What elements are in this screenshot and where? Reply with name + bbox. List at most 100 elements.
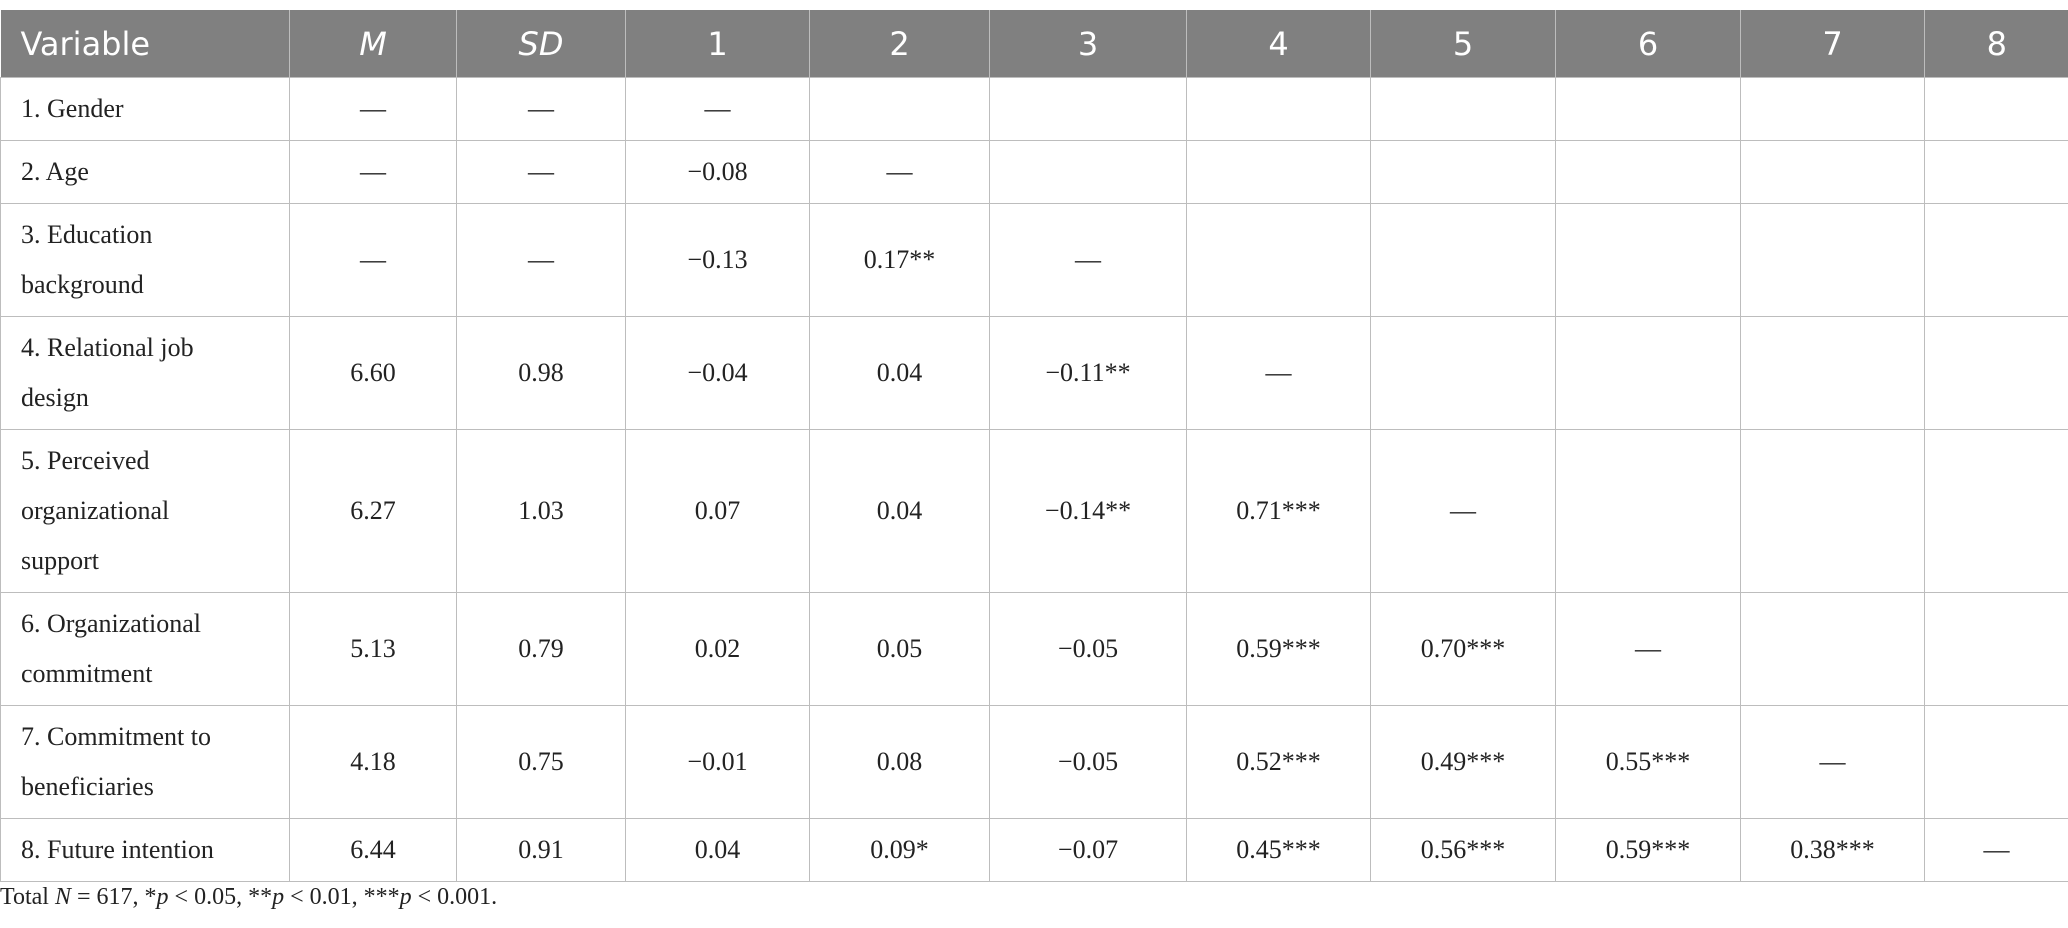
value-cell: —	[289, 203, 457, 317]
value-cell: 0.75	[456, 705, 626, 819]
value-cell: —	[456, 77, 626, 141]
value-cell	[1186, 140, 1371, 204]
value-cell: 0.52***	[1186, 705, 1371, 819]
table-row: 4. Relational job design 6.60 0.98 −0.04 0.0…	[0, 316, 2068, 430]
value-cell: —	[289, 140, 457, 204]
value-cell	[989, 77, 1187, 141]
variable-cell: 8. Future intention	[0, 818, 290, 882]
value-cell	[1924, 203, 2068, 317]
variable-cell: 5. Perceived organizational support	[0, 429, 290, 593]
value-cell	[1740, 77, 1925, 141]
value-cell	[1924, 77, 2068, 141]
variable-cell: 4. Relational job design	[0, 316, 290, 430]
value-cell	[1555, 316, 1741, 430]
header-cell: 2	[809, 10, 990, 78]
value-cell: 0.70***	[1370, 592, 1556, 706]
value-cell: —	[989, 203, 1187, 317]
value-cell: −0.01	[625, 705, 810, 819]
header-cell: M	[289, 10, 457, 78]
correlation-table: Variable M SD 1 2 3 4 5 6 7 8 1. Gender — — —2. Age — —…	[0, 10, 2068, 882]
footnote-text: < 0.01, ***	[284, 884, 400, 910]
variable-cell: 3. Education background	[0, 203, 290, 317]
value-cell: 4.18	[289, 705, 457, 819]
value-cell	[809, 77, 990, 141]
value-cell: 0.79	[456, 592, 626, 706]
value-cell: 0.98	[456, 316, 626, 430]
table-row: 8. Future intention 6.44 0.91 0.04 0.09* −0.0…	[0, 818, 2068, 882]
value-cell: −0.07	[989, 818, 1187, 882]
value-cell: 0.45***	[1186, 818, 1371, 882]
value-cell: 0.09*	[809, 818, 990, 882]
value-cell: 0.04	[809, 316, 990, 430]
value-cell: 0.08	[809, 705, 990, 819]
value-cell: 0.49***	[1370, 705, 1556, 819]
variable-cell: 6. Organizational commitment	[0, 592, 290, 706]
value-cell: 0.59***	[1555, 818, 1741, 882]
value-cell: —	[1186, 316, 1371, 430]
value-cell: −0.08	[625, 140, 810, 204]
value-cell: 0.02	[625, 592, 810, 706]
value-cell	[1555, 77, 1741, 141]
header-cell: 7	[1740, 10, 1925, 78]
header-cell: 8	[1924, 10, 2068, 78]
value-cell	[1555, 203, 1741, 317]
table-row: 3. Education background — — −0.13 0.17** —	[0, 203, 2068, 317]
header-cell: 3	[989, 10, 1187, 78]
value-cell: 0.17**	[809, 203, 990, 317]
value-cell: —	[456, 203, 626, 317]
table-row: 7. Commitment to beneficiaries 4.18 0.75 −0…	[0, 705, 2068, 819]
value-cell	[1186, 77, 1371, 141]
header-cell: 4	[1186, 10, 1371, 78]
value-cell: —	[456, 140, 626, 204]
value-cell	[1924, 429, 2068, 593]
value-cell: −0.13	[625, 203, 810, 317]
value-cell: 0.04	[625, 818, 810, 882]
header-row: Variable M SD 1 2 3 4 5 6 7 8	[0, 10, 2068, 78]
table-row: 6. Organizational commitment 5.13 0.79 0.02…	[0, 592, 2068, 706]
value-cell: —	[625, 77, 810, 141]
value-cell: 6.44	[289, 818, 457, 882]
value-cell: —	[1555, 592, 1741, 706]
value-cell: −0.05	[989, 592, 1187, 706]
value-cell	[1370, 140, 1556, 204]
value-cell: 0.91	[456, 818, 626, 882]
footnote-text: p	[399, 884, 412, 910]
table-body: 1. Gender — — —2. Age — — −0.08—3. Education b…	[0, 77, 2068, 882]
value-cell	[1924, 140, 2068, 204]
value-cell: 0.59***	[1186, 592, 1371, 706]
value-cell	[1740, 203, 1925, 317]
value-cell: 0.38***	[1740, 818, 1925, 882]
header-cell: 6	[1555, 10, 1741, 78]
table-row: 5. Perceived organizational support 6.27 1…	[0, 429, 2068, 593]
footnote-text: Total	[0, 884, 55, 910]
value-cell	[1740, 429, 1925, 593]
value-cell	[1740, 316, 1925, 430]
value-cell	[1924, 705, 2068, 819]
value-cell: 0.07	[625, 429, 810, 593]
value-cell	[1924, 316, 2068, 430]
value-cell	[1740, 592, 1925, 706]
header-cell: SD	[456, 10, 626, 78]
value-cell: 6.60	[289, 316, 457, 430]
footnote: Total N = 617, *p < 0.05, **p < 0.01, **…	[0, 884, 497, 911]
footnote-text: p	[156, 884, 169, 910]
value-cell	[1370, 316, 1556, 430]
footnote-text: = 617, *	[71, 884, 157, 910]
table-row: 1. Gender — — —	[0, 77, 2068, 141]
value-cell: −0.04	[625, 316, 810, 430]
value-cell: —	[1924, 818, 2068, 882]
value-cell: 0.04	[809, 429, 990, 593]
value-cell: −0.05	[989, 705, 1187, 819]
header-cell: Variable	[0, 10, 290, 78]
value-cell	[1555, 429, 1741, 593]
value-cell	[1740, 140, 1925, 204]
header-cell: 5	[1370, 10, 1556, 78]
value-cell: —	[1370, 429, 1556, 593]
value-cell: —	[1740, 705, 1925, 819]
value-cell: 6.27	[289, 429, 457, 593]
variable-cell: 1. Gender	[0, 77, 290, 141]
value-cell: 0.05	[809, 592, 990, 706]
value-cell: 0.56***	[1370, 818, 1556, 882]
table-row: 2. Age — — −0.08—	[0, 140, 2068, 204]
